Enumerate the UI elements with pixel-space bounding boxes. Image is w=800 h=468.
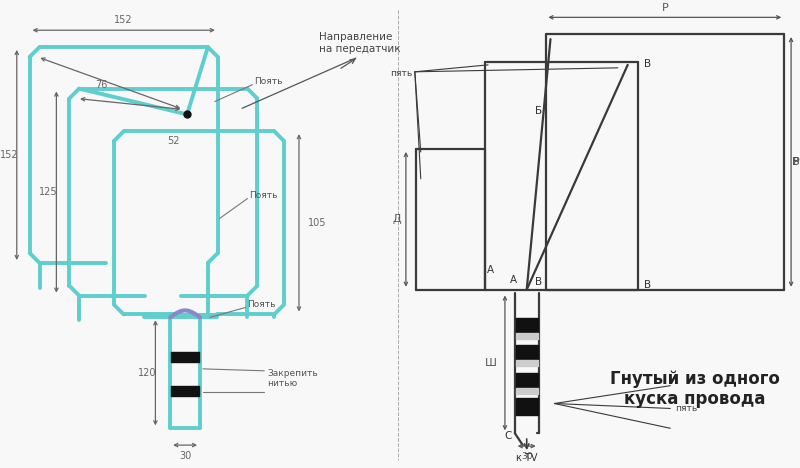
Text: 105: 105 xyxy=(308,218,326,228)
Text: Р: Р xyxy=(793,157,800,167)
Text: Гнутый из одного: Гнутый из одного xyxy=(610,370,780,388)
Text: А: А xyxy=(487,265,494,275)
Text: 152: 152 xyxy=(0,150,18,160)
Text: Б: Б xyxy=(534,106,542,117)
Text: 125: 125 xyxy=(39,187,58,197)
Text: 120: 120 xyxy=(138,368,157,378)
Text: пять: пять xyxy=(390,69,413,78)
Text: 30: 30 xyxy=(521,453,533,461)
Text: В: В xyxy=(643,280,650,290)
Text: В: В xyxy=(534,277,542,287)
Text: Поять: Поять xyxy=(250,191,278,200)
Text: Р: Р xyxy=(662,3,668,14)
Text: Направление
на передатчик: Направление на передатчик xyxy=(318,32,401,54)
Text: 76: 76 xyxy=(94,80,107,90)
Text: Поять: Поять xyxy=(247,300,276,309)
Text: В: В xyxy=(643,59,650,69)
Text: В: В xyxy=(792,157,800,167)
Text: 52: 52 xyxy=(167,136,179,146)
Text: к TV: к TV xyxy=(516,453,538,463)
Text: С: С xyxy=(505,431,512,441)
Text: Д: Д xyxy=(392,214,401,224)
Text: А: А xyxy=(510,275,517,285)
Text: 30: 30 xyxy=(179,451,191,461)
Text: Ш: Ш xyxy=(485,358,497,368)
Text: 152: 152 xyxy=(114,15,133,25)
Text: пять: пять xyxy=(675,404,698,413)
Text: Закрепить
нитью: Закрепить нитью xyxy=(267,369,318,388)
Text: куска провода: куска провода xyxy=(624,389,766,408)
Text: Поять: Поять xyxy=(254,77,283,86)
